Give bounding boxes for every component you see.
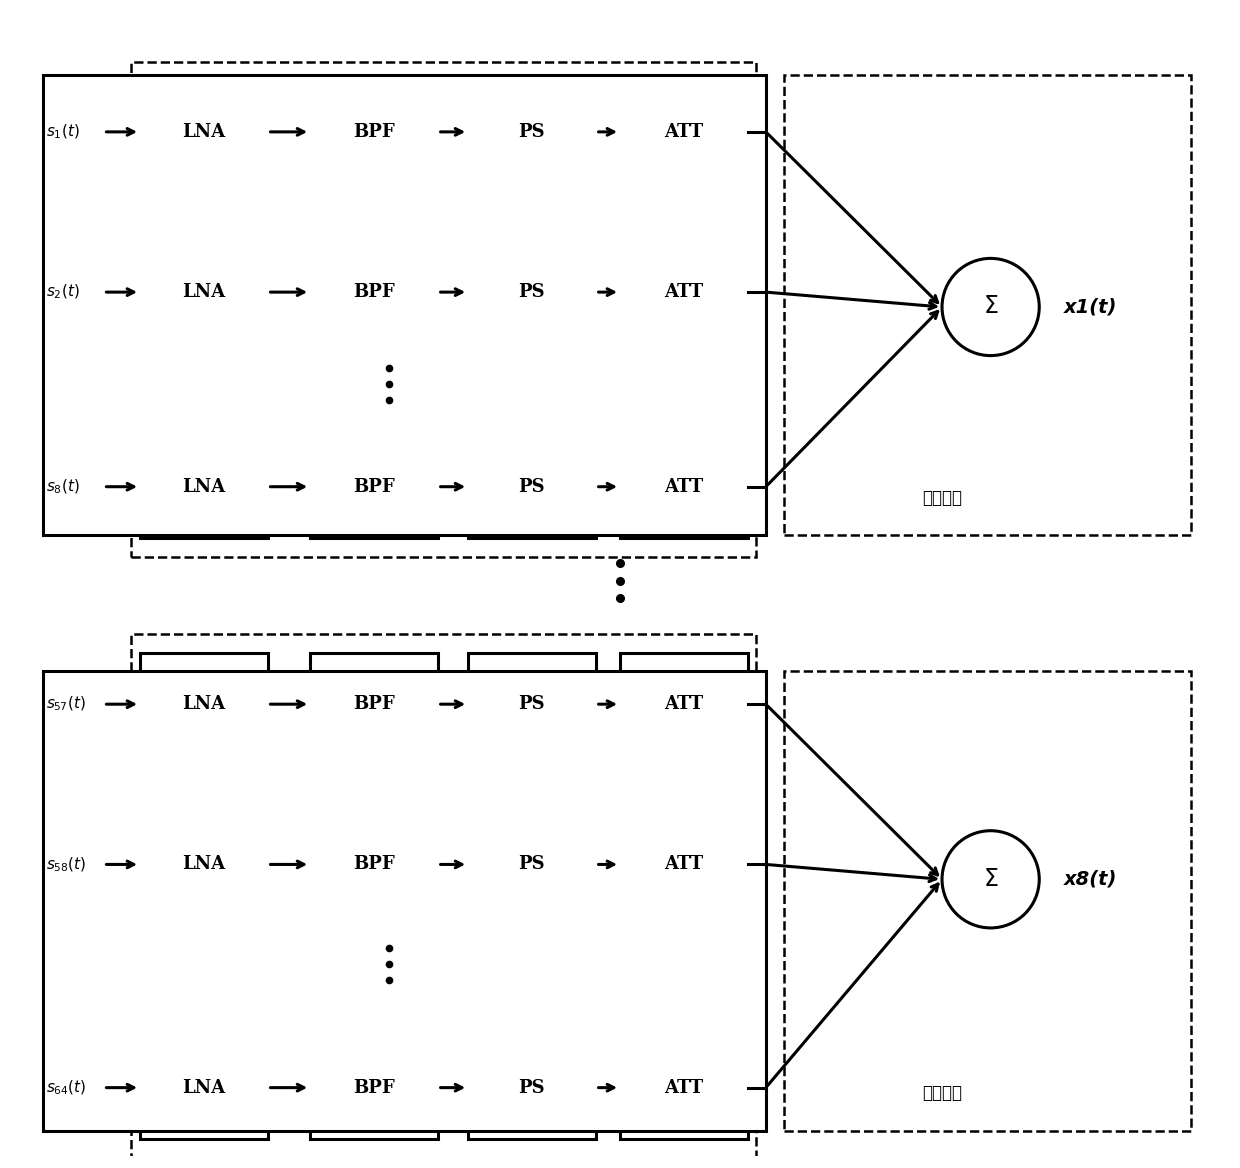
Text: $\Sigma$: $\Sigma$ <box>983 296 998 319</box>
FancyBboxPatch shape <box>310 81 438 183</box>
FancyBboxPatch shape <box>620 241 748 343</box>
Text: LNA: LNA <box>182 1078 226 1097</box>
FancyBboxPatch shape <box>140 653 268 756</box>
Text: ATT: ATT <box>665 123 703 141</box>
Text: 合成电路: 合成电路 <box>923 489 962 507</box>
FancyBboxPatch shape <box>140 241 268 343</box>
Text: PS: PS <box>518 123 546 141</box>
Text: ATT: ATT <box>665 478 703 495</box>
FancyBboxPatch shape <box>140 436 268 538</box>
Text: BPF: BPF <box>353 855 394 874</box>
FancyBboxPatch shape <box>42 75 766 535</box>
Text: LNA: LNA <box>182 478 226 495</box>
FancyBboxPatch shape <box>310 813 438 916</box>
Text: 合成电路: 合成电路 <box>923 1084 962 1103</box>
Text: PS: PS <box>518 478 546 495</box>
FancyBboxPatch shape <box>310 241 438 343</box>
FancyBboxPatch shape <box>310 1036 438 1139</box>
Text: $s_{57}(t)$: $s_{57}(t)$ <box>46 695 86 714</box>
FancyBboxPatch shape <box>42 670 766 1131</box>
Text: PS: PS <box>518 695 546 714</box>
FancyBboxPatch shape <box>620 1036 748 1139</box>
Text: $s_{64}(t)$: $s_{64}(t)$ <box>46 1078 87 1097</box>
Text: BPF: BPF <box>353 283 394 301</box>
FancyBboxPatch shape <box>140 813 268 916</box>
Text: ATT: ATT <box>665 1078 703 1097</box>
Text: PS: PS <box>518 855 546 874</box>
Text: BPF: BPF <box>353 695 394 714</box>
FancyBboxPatch shape <box>620 81 748 183</box>
Text: $s_{58}(t)$: $s_{58}(t)$ <box>46 855 87 874</box>
FancyBboxPatch shape <box>467 241 595 343</box>
FancyBboxPatch shape <box>620 653 748 756</box>
Text: $\Sigma$: $\Sigma$ <box>983 868 998 891</box>
Text: $s_8(t)$: $s_8(t)$ <box>46 478 81 496</box>
Text: $s_1(t)$: $s_1(t)$ <box>46 123 81 141</box>
FancyBboxPatch shape <box>140 81 268 183</box>
Text: ATT: ATT <box>665 695 703 714</box>
Text: LNA: LNA <box>182 123 226 141</box>
Text: PS: PS <box>518 283 546 301</box>
Text: ATT: ATT <box>665 283 703 301</box>
FancyBboxPatch shape <box>467 1036 595 1139</box>
Text: BPF: BPF <box>353 123 394 141</box>
Text: $s_2(t)$: $s_2(t)$ <box>46 283 81 301</box>
FancyBboxPatch shape <box>140 1036 268 1139</box>
Text: ATT: ATT <box>665 855 703 874</box>
Text: x1(t): x1(t) <box>1064 298 1117 317</box>
Text: x8(t): x8(t) <box>1064 870 1117 889</box>
Text: LNA: LNA <box>182 855 226 874</box>
FancyBboxPatch shape <box>467 436 595 538</box>
Text: LNA: LNA <box>182 283 226 301</box>
Text: PS: PS <box>518 1078 546 1097</box>
Text: BPF: BPF <box>353 478 394 495</box>
FancyBboxPatch shape <box>620 436 748 538</box>
FancyBboxPatch shape <box>310 653 438 756</box>
FancyBboxPatch shape <box>467 81 595 183</box>
FancyBboxPatch shape <box>620 813 748 916</box>
Text: BPF: BPF <box>353 1078 394 1097</box>
FancyBboxPatch shape <box>467 813 595 916</box>
FancyBboxPatch shape <box>467 653 595 756</box>
Text: LNA: LNA <box>182 695 226 714</box>
FancyBboxPatch shape <box>310 436 438 538</box>
